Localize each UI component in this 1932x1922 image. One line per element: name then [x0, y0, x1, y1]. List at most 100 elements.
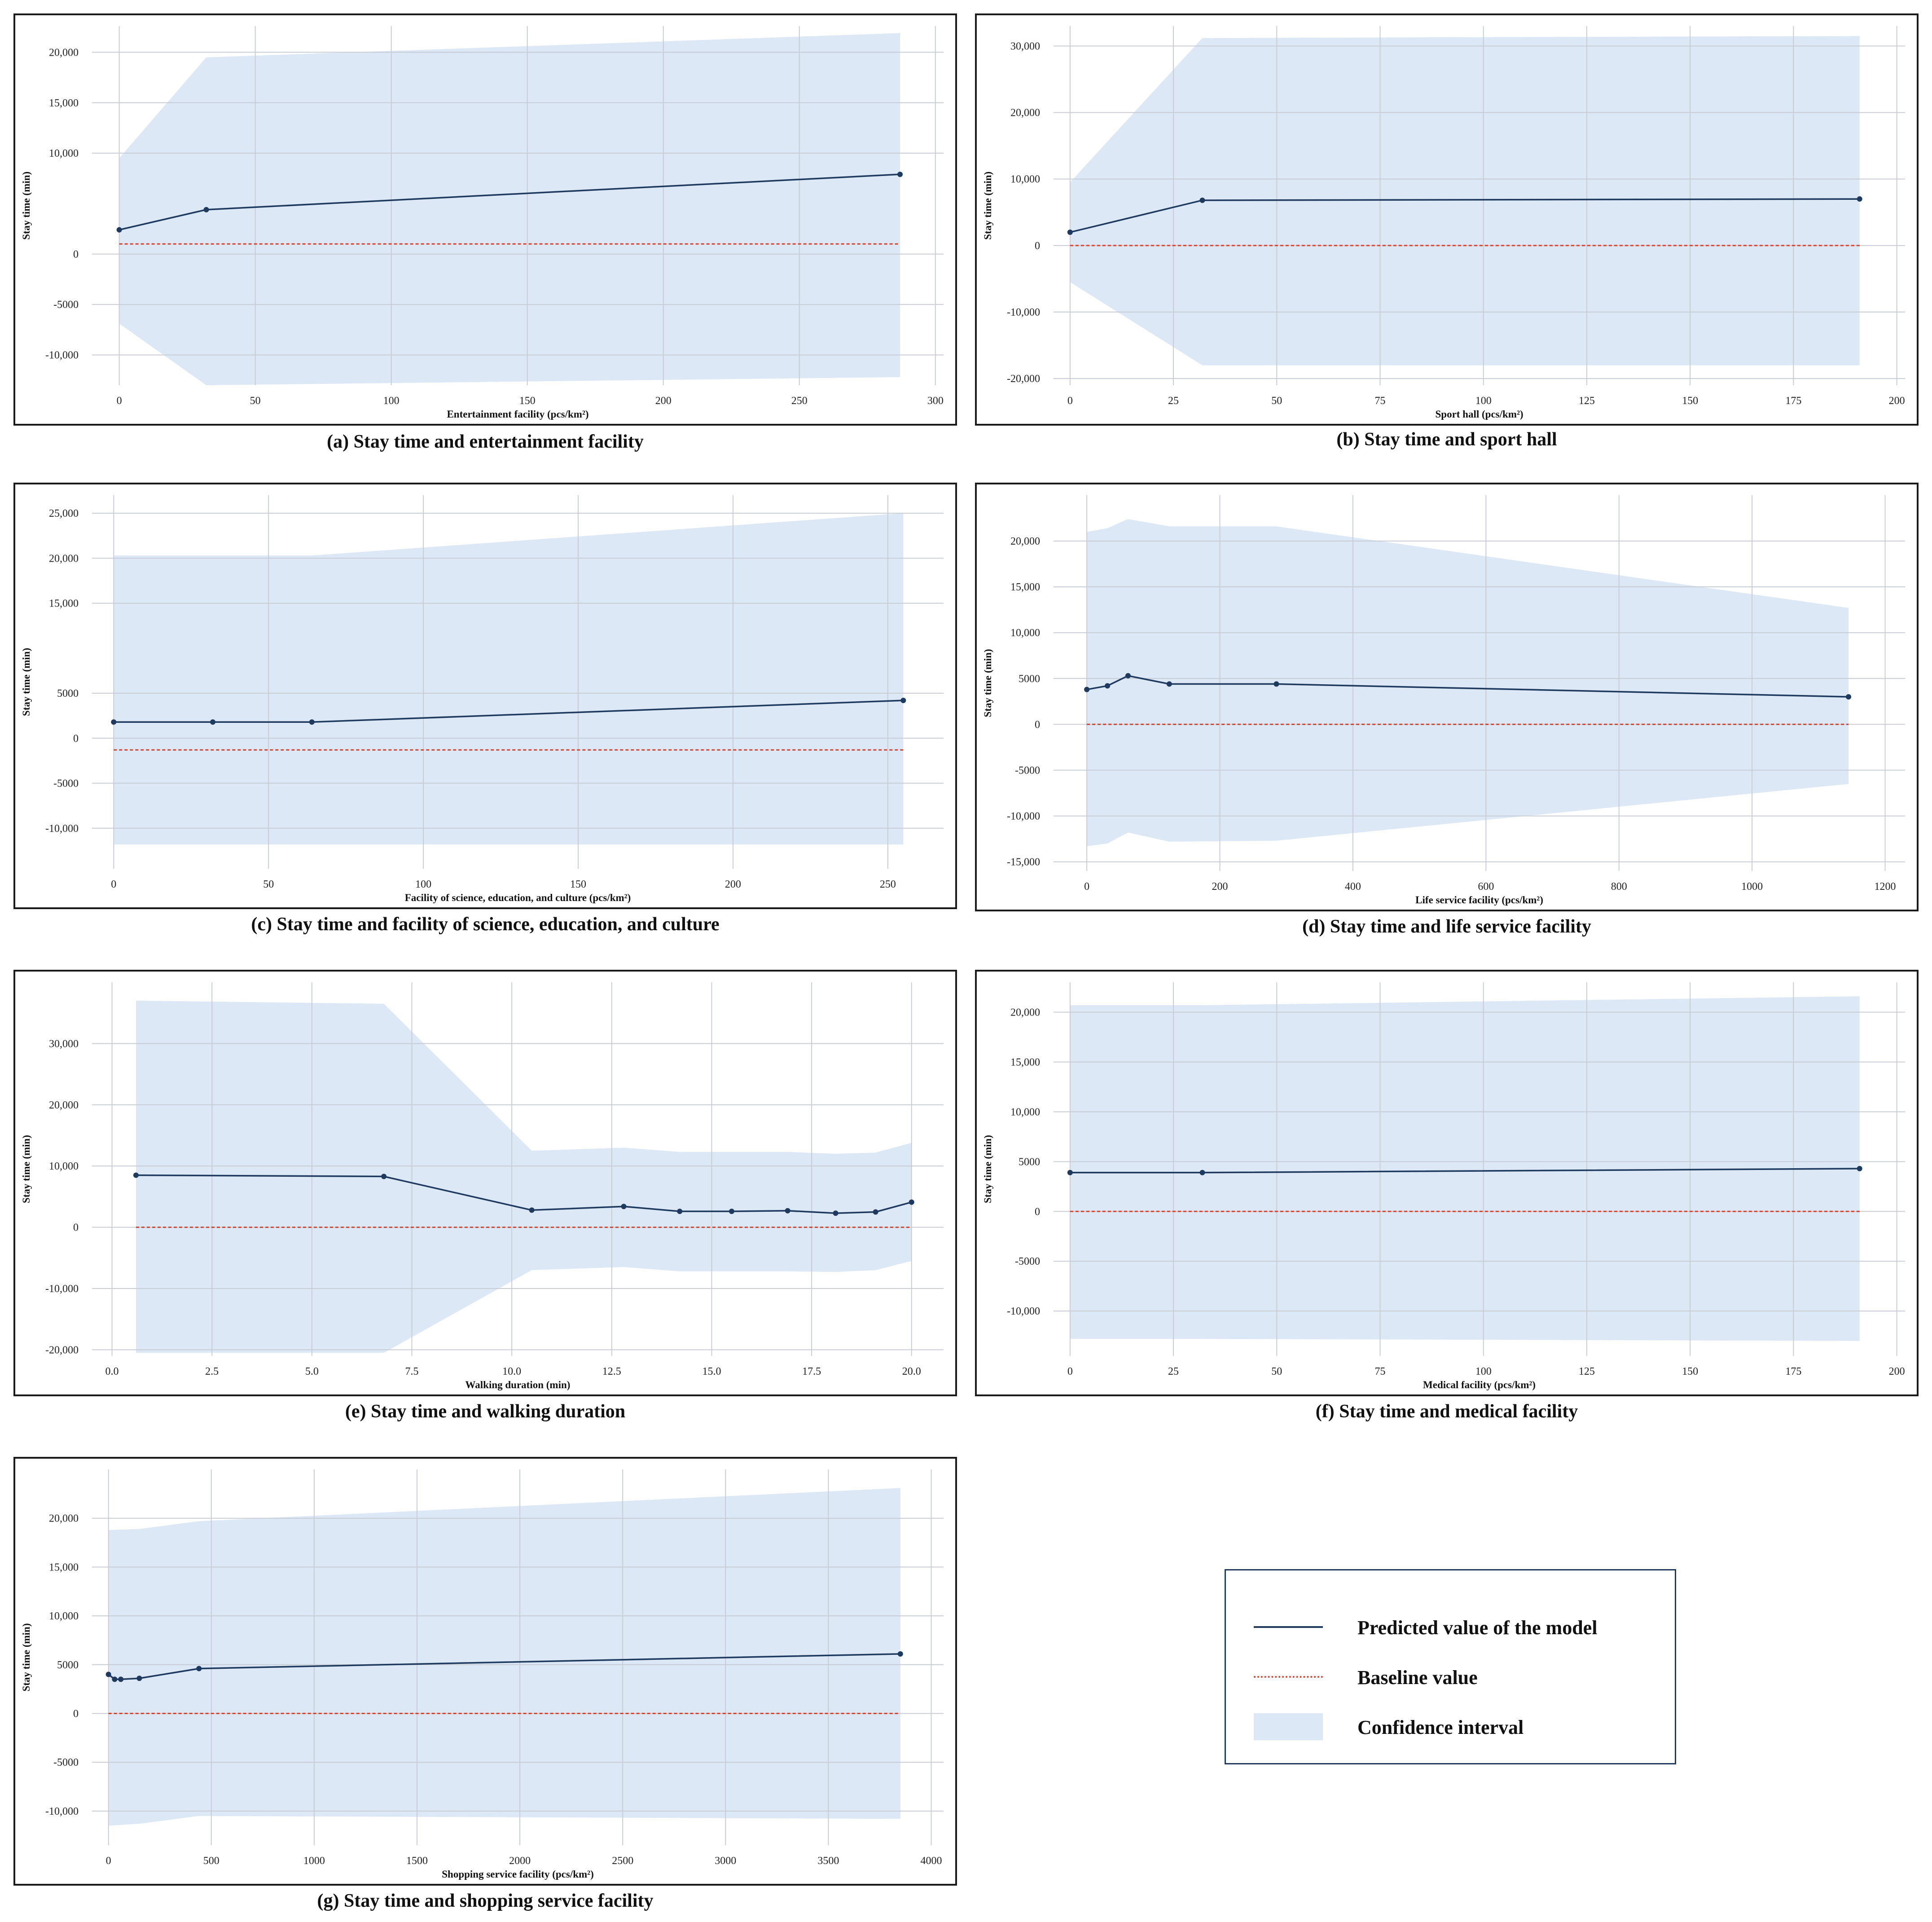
data-point — [900, 698, 906, 704]
x-tick-label: 300 — [927, 395, 944, 407]
x-tick-label: 150 — [1682, 1366, 1698, 1377]
y-tick-label: -10,000 — [45, 1806, 79, 1817]
x-axis-label: Entertainment facility (pcs/km²) — [447, 409, 588, 420]
data-point — [118, 1676, 124, 1682]
y-tick-label: -5000 — [1015, 765, 1040, 776]
x-tick-label: 4000 — [921, 1855, 942, 1867]
y-axis-label: Stay time (min) — [21, 1623, 32, 1691]
chart-panel-c: 0 50 100 150 200 250 -10,000 -5000 0 5000 15,000 20… — [13, 483, 957, 943]
y-tick-label: 5000 — [57, 1659, 79, 1671]
chart-svg: 0 25 50 75 100 125 150 175 200 -10,000 -5000 0 5000 1… — [982, 982, 1905, 1390]
data-point — [1067, 229, 1073, 235]
x-tick-label: 200 — [655, 395, 672, 407]
y-tick-label: -15,000 — [1007, 857, 1040, 868]
y-tick-label: -10,000 — [45, 1283, 79, 1295]
x-tick-label: 800 — [1611, 881, 1627, 893]
x-tick-label: 1000 — [1741, 881, 1763, 893]
data-point — [729, 1209, 734, 1214]
x-tick-label: 2500 — [612, 1855, 633, 1867]
x-tick-label: 50 — [250, 395, 261, 407]
x-tick-label: 25 — [1168, 1366, 1179, 1377]
y-tick-label: 0 — [73, 733, 79, 744]
y-tick-label: 10,000 — [1010, 174, 1040, 185]
x-tick-label: 100 — [415, 879, 431, 890]
y-tick-label: 20,000 — [49, 1513, 79, 1525]
y-tick-label: 30,000 — [49, 1038, 79, 1050]
y-tick-label: 0 — [73, 1222, 79, 1234]
data-point — [1846, 694, 1852, 700]
x-tick-label: 200 — [725, 879, 741, 890]
y-axis-label: Stay time (min) — [982, 1135, 993, 1203]
x-tick-label: 0.0 — [105, 1366, 119, 1377]
x-tick-label: 75 — [1374, 1366, 1385, 1377]
data-point — [785, 1208, 790, 1214]
chart-panel-e: 0.0 2.5 5.0 7.5 10.0 12.5 15.0 17.5 20.0 -20,000 -… — [13, 970, 957, 1428]
chart-svg: 0 50 100 150 200 250 300 -10,000 -5000 0 10,000 15,… — [21, 26, 944, 420]
data-point — [833, 1210, 839, 1216]
legend-item-predicted: Predicted value of the model — [1226, 1614, 1675, 1641]
y-tick-label: 5000 — [1019, 1156, 1040, 1168]
y-tick-label: 0 — [1035, 240, 1040, 252]
x-tick-label: 0 — [106, 1855, 111, 1867]
x-tick-label: 400 — [1345, 881, 1361, 893]
chart-caption: (g) Stay time and shopping service facil… — [317, 1891, 654, 1911]
x-tick-label: 12.5 — [602, 1366, 621, 1377]
x-tick-label: 125 — [1579, 395, 1595, 407]
predicted-line — [114, 699, 904, 723]
data-point — [1199, 1170, 1205, 1175]
chart-caption: (a) Stay time and entertainment facility — [327, 431, 644, 452]
chart-panel-b: 0 25 50 75 100 125 150 175 200 -20,000 -10,000 0 10,… — [975, 13, 1919, 458]
x-axis-label: Facility of science, education, and cult… — [405, 892, 631, 903]
x-tick-label: 1500 — [406, 1855, 428, 1867]
data-point — [136, 1676, 142, 1681]
chart-caption: (e) Stay time and walking duration — [345, 1401, 626, 1422]
y-tick-label: -5000 — [53, 778, 79, 790]
y-tick-label: 30,000 — [1010, 40, 1040, 52]
x-axis-label: Medical facility (pcs/km²) — [1423, 1379, 1536, 1390]
x-tick-label: 5.0 — [305, 1366, 319, 1377]
y-tick-label: -5000 — [53, 299, 79, 311]
x-axis-label: Sport hall (pcs/km²) — [1435, 409, 1523, 420]
data-point — [1105, 683, 1111, 689]
x-tick-label: 75 — [1374, 395, 1385, 407]
chart-svg: 0 25 50 75 100 125 150 175 200 -20,000 -10,000 0 10,… — [982, 26, 1905, 420]
confidence-interval-band — [1070, 36, 1860, 365]
x-axis-label: Life service facility (pcs/km²) — [1415, 894, 1543, 906]
x-tick-label: 10.0 — [502, 1366, 521, 1377]
y-tick-label: 15,000 — [49, 97, 79, 109]
x-axis-label: Walking duration (min) — [465, 1379, 571, 1390]
data-point — [203, 207, 209, 212]
data-point — [309, 719, 315, 725]
data-point — [909, 1199, 914, 1205]
legend-line-mark — [1254, 1626, 1323, 1628]
y-tick-label: 15,000 — [49, 1561, 79, 1573]
y-tick-label: 10,000 — [49, 1610, 79, 1622]
chart-caption: (d) Stay time and life service facility — [1302, 916, 1591, 937]
data-point — [1273, 681, 1279, 687]
chart-svg: 0 200 400 600 800 1000 1200 -15,000 -10,000 -5000… — [982, 495, 1905, 906]
legend-label: Confidence interval — [1357, 1716, 1524, 1738]
chart-svg: 0.0 2.5 5.0 7.5 10.0 12.5 15.0 17.5 20.0 -20,000 -… — [21, 982, 944, 1390]
y-tick-label: 10,000 — [49, 1161, 79, 1172]
y-tick-label: -20,000 — [1007, 373, 1040, 385]
y-tick-label: 20,000 — [49, 47, 79, 58]
x-tick-label: 50 — [263, 879, 274, 890]
data-point — [897, 172, 903, 177]
x-tick-label: 50 — [1271, 395, 1282, 407]
x-tick-label: 200 — [1889, 395, 1905, 407]
x-tick-label: 150 — [570, 879, 586, 890]
x-tick-label: 250 — [791, 395, 808, 407]
legend-item-confidence: Confidence interval — [1226, 1713, 1675, 1740]
x-tick-label: 200 — [1212, 881, 1228, 893]
legend-item-baseline: Baseline value — [1226, 1663, 1675, 1690]
x-tick-label: 100 — [1475, 395, 1492, 407]
y-tick-label: 20,000 — [1010, 1007, 1040, 1019]
confidence-interval-band — [108, 1488, 900, 1826]
predicted-line — [136, 1174, 912, 1214]
x-tick-label: 200 — [1889, 1366, 1905, 1377]
x-tick-label: 175 — [1785, 395, 1801, 407]
y-tick-label: 15,000 — [1010, 1056, 1040, 1068]
x-tick-label: 15.0 — [702, 1366, 721, 1377]
legend-label: Baseline value — [1357, 1667, 1478, 1689]
y-tick-label: 5000 — [57, 688, 79, 699]
